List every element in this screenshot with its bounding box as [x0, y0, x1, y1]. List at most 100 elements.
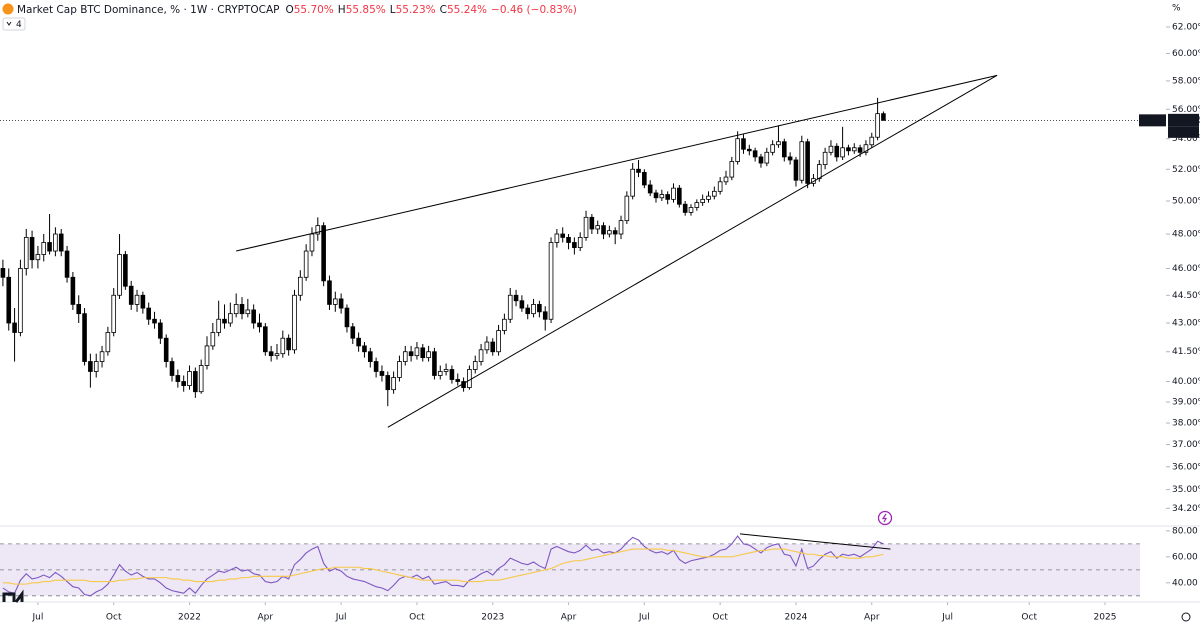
- candle-body: [612, 230, 618, 235]
- candle-body: [239, 304, 245, 315]
- candle-body: [82, 313, 87, 362]
- candle-body: [163, 337, 169, 362]
- candle-body: [437, 371, 443, 376]
- candle-body: [88, 361, 93, 372]
- ohlc-letter: H: [338, 4, 346, 16]
- candle-body: [525, 307, 531, 315]
- candle-body: [589, 216, 595, 230]
- candle-body: [572, 242, 577, 249]
- settings-icon[interactable]: [1181, 612, 1191, 622]
- candle-body: [123, 254, 128, 287]
- rsi-line: [2, 535, 884, 597]
- ohlc-change: −0.46 (−0.83%): [491, 4, 577, 16]
- ohlc-value: 55.23%: [396, 4, 436, 16]
- candle-body: [770, 144, 775, 153]
- candle-body: [747, 148, 752, 152]
- candle-body: [18, 268, 23, 333]
- candle-body: [286, 337, 291, 351]
- candle-body: [280, 337, 286, 355]
- candle-body: [554, 233, 560, 243]
- candle-body: [601, 225, 606, 235]
- candle-body: [729, 161, 735, 178]
- candle-body: [58, 233, 64, 252]
- labels-layer: 62.00% 60.00% 58.00% 56.00% 54.00% 52.00% 50.0…: [31, 22, 1200, 622]
- x-tick-label: Oct: [106, 613, 122, 623]
- y-tick-label: 60.00: [1172, 552, 1198, 562]
- candle-body: [816, 164, 822, 180]
- candle-body: [47, 242, 52, 252]
- x-tick-label: Apr: [258, 613, 274, 623]
- countdown-box: [1168, 126, 1199, 138]
- candle-body: [379, 371, 385, 376]
- candle-body: [863, 144, 869, 153]
- x-tick-label: Jul: [335, 613, 347, 623]
- y-tick-label: 40.00: [1172, 578, 1198, 588]
- candle-body: [175, 375, 181, 382]
- candle-body: [111, 294, 117, 333]
- y-tick-label: 37.00%: [1172, 440, 1200, 450]
- symbol-tag-box: [1139, 114, 1166, 127]
- y-tick-label: 52.00%: [1172, 165, 1200, 175]
- ohlc-letter: L: [390, 4, 396, 16]
- indicator-toggle[interactable]: [2, 17, 26, 31]
- candle-body: [321, 225, 326, 282]
- countdown-label: 4d 8h: [1172, 128, 1198, 138]
- x-tick-label: Jul: [638, 613, 650, 623]
- x-tick-label: Jul: [31, 613, 43, 623]
- x-tick-label: 2025: [1094, 613, 1117, 623]
- y-tick-label: 58.00%: [1172, 76, 1200, 86]
- candle-body: [583, 216, 589, 238]
- logo: [2, 589, 24, 603]
- candle-body: [362, 345, 367, 353]
- candle-body: [851, 147, 857, 152]
- candle-body: [490, 341, 496, 353]
- candle-body: [414, 347, 420, 357]
- candle-body: [426, 351, 431, 359]
- rsi-ma-line: [2, 548, 884, 585]
- candle-body: [787, 156, 793, 161]
- ohlc-letter: C: [440, 4, 447, 16]
- indicator-count: 4: [16, 20, 22, 30]
- candle-body: [373, 361, 379, 372]
- ohlc-value: 55.85%: [346, 4, 386, 16]
- candle-body: [455, 379, 461, 382]
- y-tick-label: 41.50%: [1172, 347, 1200, 357]
- candle-body: [793, 159, 799, 181]
- candle-body: [723, 176, 729, 183]
- candle-body: [146, 307, 151, 320]
- candle-body: [502, 318, 507, 331]
- candle-body: [198, 365, 204, 393]
- candle-body: [671, 187, 676, 200]
- candle-body: [659, 194, 665, 199]
- candle-body: [367, 351, 373, 362]
- candle-body: [834, 145, 840, 158]
- candle-body: [315, 225, 321, 235]
- candle-body: [846, 147, 851, 152]
- candle-body: [187, 371, 192, 386]
- candle-body: [694, 202, 700, 208]
- coin-icon: [2, 3, 14, 15]
- candle-body: [327, 280, 332, 305]
- candle-body: [764, 151, 770, 164]
- candle-body: [507, 294, 513, 320]
- candle-body: [548, 242, 554, 320]
- candle-body: [537, 304, 542, 313]
- chevron-icon: [6, 21, 12, 26]
- x-tick-label: 2022: [178, 613, 201, 623]
- candle-body: [449, 369, 455, 380]
- candle-body: [531, 304, 536, 315]
- candle-body: [752, 150, 758, 158]
- trend-line: [236, 74, 998, 252]
- candle-body: [682, 203, 688, 213]
- candle-body: [309, 233, 315, 252]
- candle-body: [134, 294, 140, 305]
- candle-body: [193, 371, 198, 393]
- candle-body: [472, 361, 478, 370]
- candle-body: [53, 233, 58, 252]
- y-tick-label: 60.00%: [1172, 49, 1200, 59]
- candle-body: [653, 192, 659, 199]
- candle-body: [128, 285, 134, 305]
- candle-body: [496, 330, 501, 353]
- candle-body: [408, 351, 414, 357]
